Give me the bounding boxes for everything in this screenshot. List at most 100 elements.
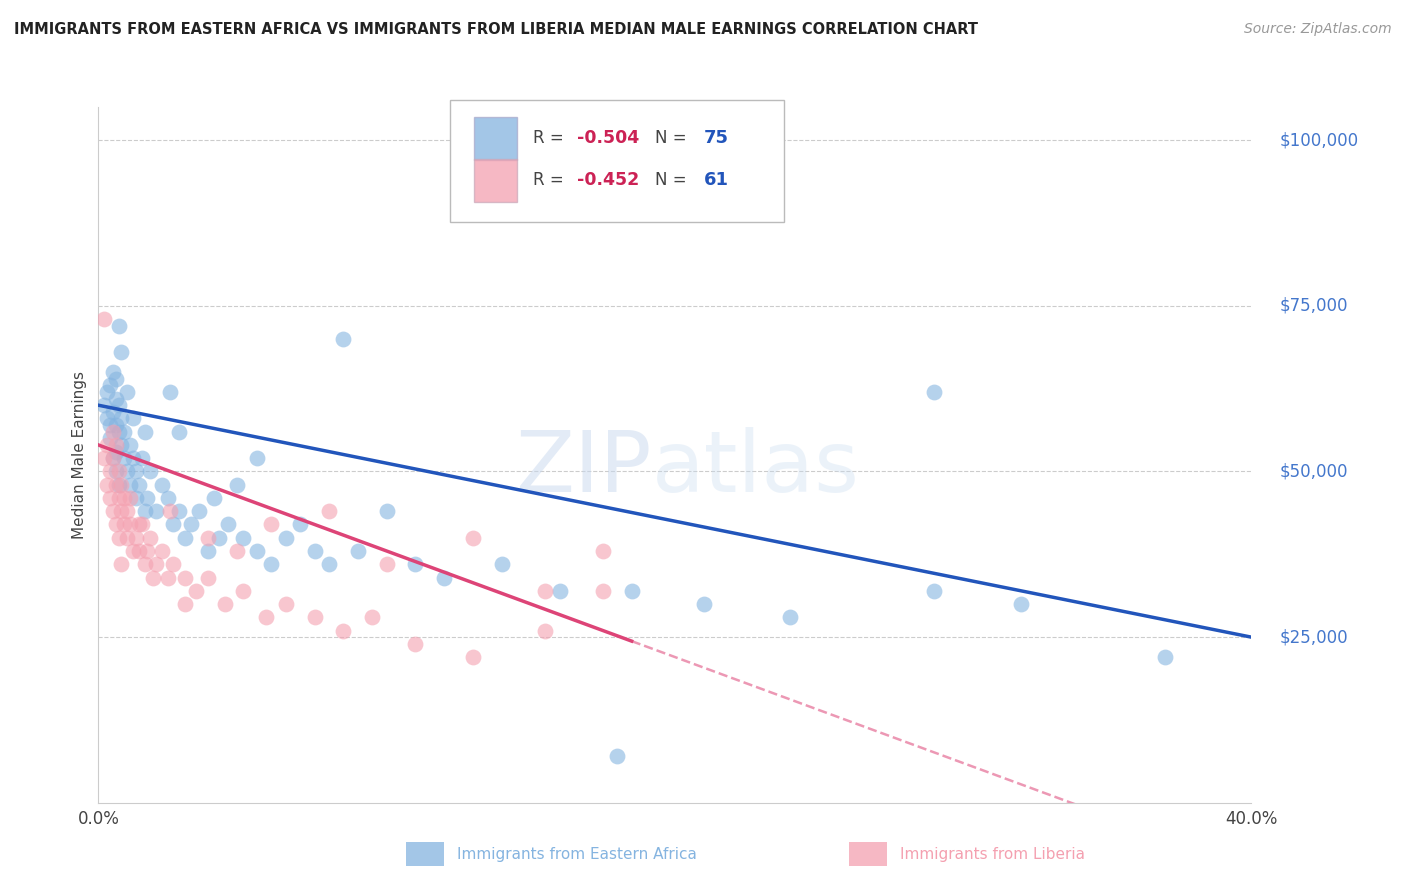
Point [101,425,124,439]
Text: Source: ZipAtlas.com: Source: ZipAtlas.com [1244,22,1392,37]
Point [98,465,121,479]
Point [188,504,211,518]
Point [208,531,231,545]
Point [128,517,150,532]
Point [142,570,165,584]
Point [254,610,277,624]
Point [231,531,254,545]
Point [1010,597,1032,611]
Point [125,465,148,479]
Point [104,438,127,452]
Point [433,570,456,584]
Text: R =: R = [533,129,569,147]
Point [139,531,162,545]
Point [101,504,124,518]
Point [180,517,202,532]
Point [375,558,398,572]
Point [117,384,138,399]
Point [274,597,297,611]
Point [156,491,179,505]
Text: $50,000: $50,000 [1279,462,1348,481]
Point [117,504,138,518]
Point [96,438,118,452]
Point [104,477,127,491]
Point [101,365,124,379]
Point [125,531,148,545]
FancyBboxPatch shape [474,117,517,160]
Point [592,583,614,598]
Point [96,477,118,491]
Point [134,425,156,439]
Point [104,372,127,386]
Point [93,398,115,412]
Point [120,491,142,505]
Point [104,418,127,433]
Point [304,610,326,624]
Point [101,405,124,419]
Point [197,544,219,558]
Point [186,583,208,598]
Point [1153,650,1175,665]
Point [693,597,716,611]
Point [260,558,283,572]
Y-axis label: Median Male Earnings: Median Male Earnings [72,371,87,539]
Point [107,465,129,479]
Point [162,558,184,572]
Text: Immigrants from Liberia: Immigrants from Liberia [900,847,1085,862]
Text: Immigrants from Eastern Africa: Immigrants from Eastern Africa [457,847,697,862]
Point [122,451,145,466]
Text: $75,000: $75,000 [1279,297,1348,315]
Point [134,558,156,572]
Point [534,624,557,638]
Point [101,451,124,466]
Point [162,517,184,532]
Point [120,438,142,452]
Point [159,504,181,518]
Point [107,318,129,333]
Point [332,332,354,346]
Point [104,465,127,479]
Point [107,491,129,505]
Text: R =: R = [533,171,569,189]
Point [101,451,124,466]
Point [290,517,312,532]
Point [167,425,190,439]
Text: 61: 61 [704,171,728,189]
Point [491,558,513,572]
Point [246,451,269,466]
Point [304,544,326,558]
Point [922,583,945,598]
Point [112,491,135,505]
Point [174,531,197,545]
Point [120,477,142,491]
Point [318,558,340,572]
Point [461,531,484,545]
Point [139,465,162,479]
Point [145,504,167,518]
Point [122,544,145,558]
Point [98,378,121,392]
Point [159,384,181,399]
FancyBboxPatch shape [450,100,785,222]
Point [93,451,115,466]
Text: N =: N = [655,171,692,189]
Point [107,398,129,412]
Point [461,650,484,665]
Point [112,517,135,532]
Point [131,517,153,532]
Point [131,451,153,466]
Point [548,583,571,598]
Point [96,384,118,399]
Text: N =: N = [655,129,692,147]
Point [174,570,197,584]
Point [197,531,219,545]
Point [110,477,132,491]
Point [231,583,254,598]
Point [405,558,427,572]
Text: $25,000: $25,000 [1279,628,1348,646]
Point [112,425,135,439]
Point [110,504,132,518]
Point [274,531,297,545]
Point [225,544,247,558]
Point [620,583,643,598]
